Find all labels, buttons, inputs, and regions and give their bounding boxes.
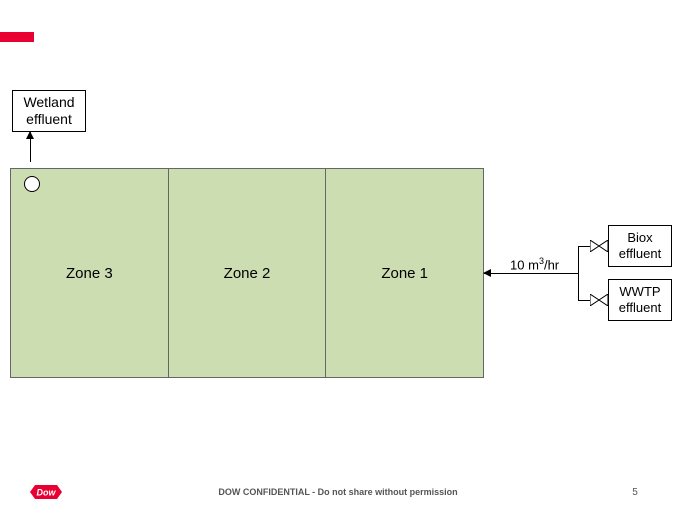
wetland-label-2: effluent [26,111,72,127]
branch-vertical [578,246,579,301]
wetland-zones: Zone 3 Zone 2 Zone 1 [10,168,484,378]
wwtp-effluent-box: WWTP effluent [608,279,672,321]
dow-logo: Dow [26,483,66,501]
zone-3: Zone 3 [11,169,168,377]
svg-text:Dow: Dow [37,488,57,498]
inflow-arrow [484,273,578,274]
flow-value: 10 [510,257,524,272]
zone-3-label: Zone 3 [66,265,113,282]
wwtp-label-1: WWTP [619,284,660,299]
branch-bottom-line [578,300,590,301]
outflow-port [24,176,40,192]
wwtp-label-2: effluent [619,300,661,315]
wetland-effluent-box: Wetland effluent [12,90,86,132]
outflow-arrow [30,132,31,162]
footer: Dow DOW CONFIDENTIAL - Do not share with… [0,474,680,510]
biox-label-1: Biox [627,230,652,245]
inflow-rate-label: 10 m3/hr [510,256,559,272]
zone-1: Zone 1 [325,169,483,377]
zone-1-label: Zone 1 [381,265,428,282]
zone-2-label: Zone 2 [224,265,271,282]
page-number: 5 [610,487,660,498]
biox-effluent-box: Biox effluent [608,225,672,267]
flow-unit-m: m [528,257,539,272]
valve-biox-icon [590,240,608,252]
branch-top-line [578,246,590,247]
flow-unit-hr: /hr [544,257,559,272]
accent-bar [0,32,34,42]
wetland-label-1: Wetland [23,94,74,110]
zone-2: Zone 2 [168,169,326,377]
biox-label-2: effluent [619,246,661,261]
valve-wwtp-icon [590,294,608,306]
confidential-text: DOW CONFIDENTIAL - Do not share without … [66,487,610,497]
